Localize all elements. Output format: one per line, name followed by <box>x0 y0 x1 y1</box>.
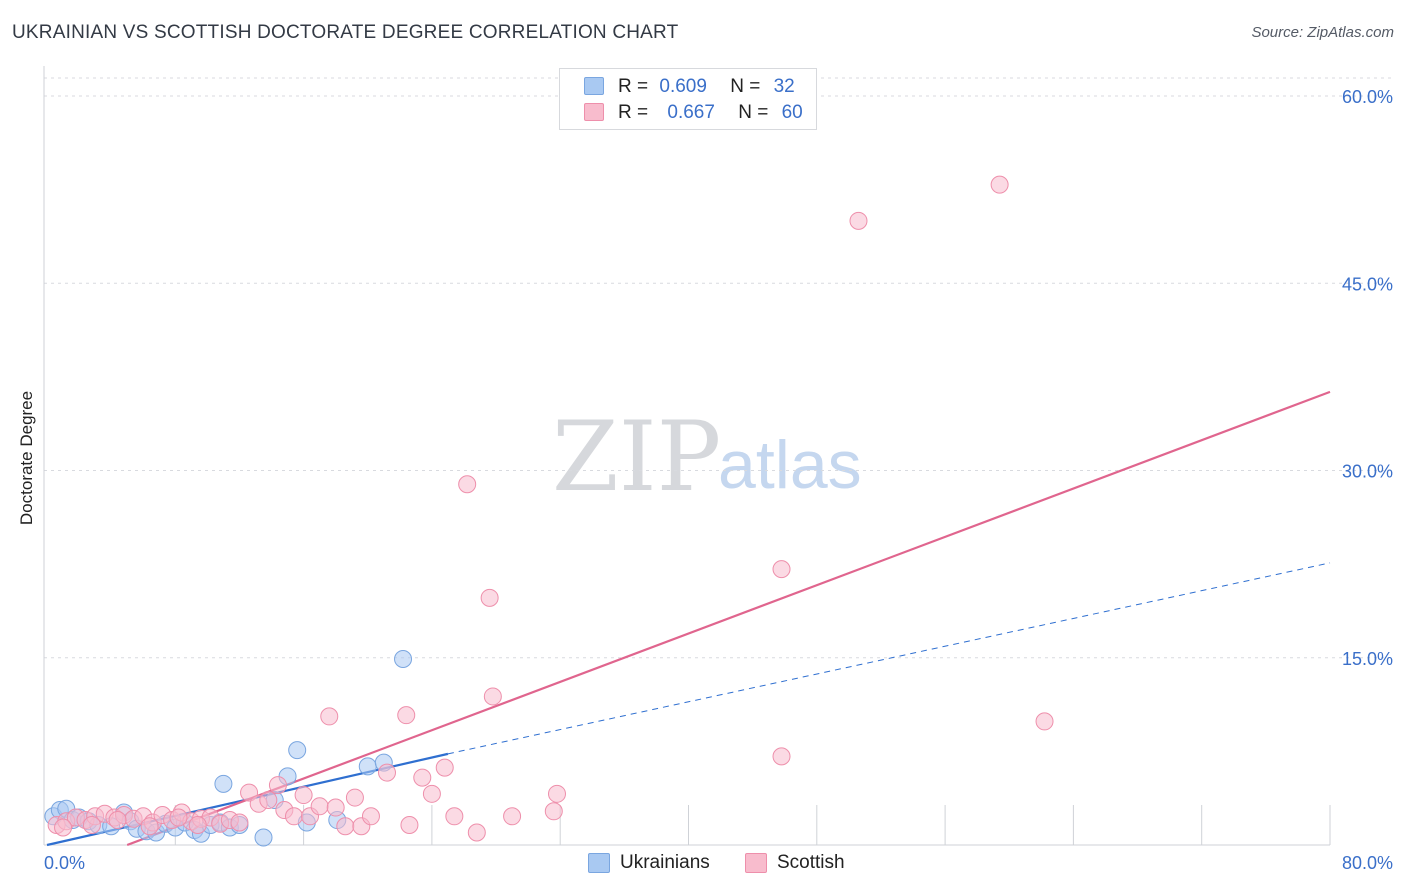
point-scottish <box>268 776 287 795</box>
point-scottish <box>480 588 499 607</box>
point-scottish <box>397 706 416 725</box>
point-scottish <box>483 687 502 706</box>
point-ukrainians <box>254 828 273 847</box>
legend-n-value-scottish: 60 <box>781 102 803 123</box>
bottom-legend-swatch-scottish <box>745 853 767 873</box>
legend-swatch-scottish <box>584 103 604 121</box>
point-scottish <box>772 747 791 766</box>
point-scottish <box>82 816 101 835</box>
point-scottish <box>1035 712 1054 731</box>
point-scottish <box>377 763 396 782</box>
point-scottish <box>547 784 566 803</box>
point-scottish <box>140 817 159 836</box>
point-scottish <box>259 791 278 810</box>
point-scottish <box>326 798 345 817</box>
bottom-legend-swatch-ukrainians <box>588 853 610 873</box>
point-scottish <box>422 784 441 803</box>
point-scottish <box>294 786 313 805</box>
point-scottish <box>284 807 303 826</box>
point-scottish <box>108 811 127 830</box>
point-scottish <box>435 758 454 777</box>
y-axis-label: Doctorate Degree <box>17 390 36 526</box>
point-scottish <box>188 816 207 835</box>
point-scottish <box>772 560 791 579</box>
tick-labels: 15.0% 30.0% 45.0% 60.0% 0.0% 80.0% <box>44 87 1393 873</box>
point-scottish <box>544 802 563 821</box>
point-scottish <box>54 818 73 837</box>
trend-extension-ukrainians <box>447 562 1331 755</box>
point-ukrainians <box>394 649 413 668</box>
watermark: ZIP atlas <box>552 401 862 513</box>
grid <box>44 77 1392 659</box>
legend-n-label: N = <box>738 102 769 123</box>
watermark-zip: ZIP <box>552 401 721 513</box>
point-scottish <box>361 807 380 826</box>
x-tick-label: 80.0% <box>1342 853 1393 873</box>
point-scottish <box>336 817 355 836</box>
x-tick-label: 0.0% <box>44 853 85 873</box>
legend-swatch-ukrainians <box>584 77 604 95</box>
source-credit: Source: ZipAtlas.com <box>1251 24 1394 41</box>
legend-n-value-ukrainians: 32 <box>773 76 795 97</box>
bottom-legend-label-ukrainians: Ukrainians <box>620 852 710 873</box>
point-scottish <box>458 475 477 494</box>
point-scottish <box>320 707 339 726</box>
y-tick-label: 30.0% <box>1342 462 1393 482</box>
point-scottish <box>400 816 419 835</box>
legend-r-value-ukrainians: 0.609 <box>659 76 707 97</box>
point-scottish <box>849 211 868 230</box>
correlation-legend: R = 0.609 N = 32 R = 0.667 N = 60 <box>559 68 817 130</box>
point-scottish <box>503 807 522 826</box>
point-scottish <box>310 797 329 816</box>
point-scottish <box>445 807 464 826</box>
watermark-atlas: atlas <box>718 427 862 503</box>
y-tick-label: 60.0% <box>1342 87 1393 107</box>
point-scottish <box>230 813 249 832</box>
point-scottish <box>413 768 432 787</box>
y-tick-label: 45.0% <box>1342 274 1393 294</box>
data-points <box>44 175 1054 847</box>
legend-n-label: N = <box>730 76 761 97</box>
y-tick-label: 15.0% <box>1342 649 1393 669</box>
point-scottish <box>990 175 1009 194</box>
legend-r-label: R = <box>618 76 649 97</box>
chart-title: UKRAINIAN VS SCOTTISH DOCTORATE DEGREE C… <box>12 22 679 43</box>
point-scottish <box>467 823 486 842</box>
legend-r-value-scottish: 0.667 <box>667 102 715 123</box>
point-scottish <box>169 808 188 827</box>
legend-r-label: R = <box>618 102 649 123</box>
trend-line-scottish <box>126 390 1331 847</box>
point-ukrainians <box>214 774 233 793</box>
point-ukrainians <box>358 757 377 776</box>
point-ukrainians <box>288 741 307 760</box>
point-scottish <box>345 788 364 807</box>
bottom-legend-label-scottish: Scottish <box>777 852 845 873</box>
